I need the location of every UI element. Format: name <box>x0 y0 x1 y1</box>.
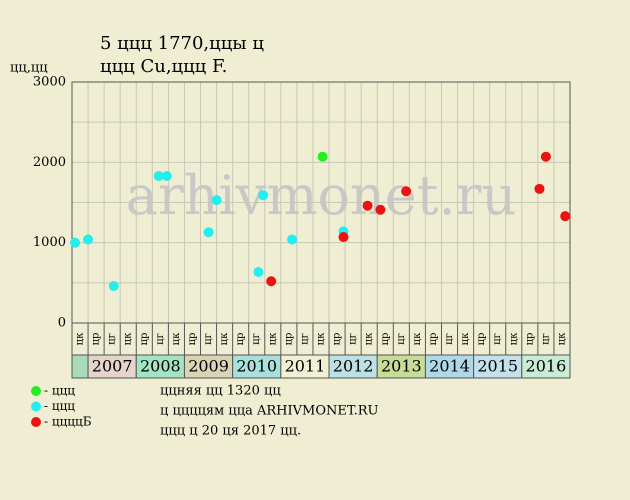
column-label: цр <box>380 333 391 346</box>
column-label: цк <box>556 332 567 345</box>
point <box>362 200 373 211</box>
column-label: цг <box>492 333 503 345</box>
column-label: цр <box>91 333 102 346</box>
y-tick-label: 3000 <box>33 75 66 90</box>
point <box>83 234 94 245</box>
column-label: цг <box>444 333 455 345</box>
legend-swatch <box>31 401 41 412</box>
column-label: цк <box>364 332 375 345</box>
point <box>253 266 264 277</box>
y-tick-label: 0 <box>58 316 66 331</box>
column-label: цк <box>460 332 471 345</box>
column-label: цк <box>508 332 519 345</box>
point <box>540 151 551 162</box>
point <box>534 183 545 194</box>
y-tick-label: 1000 <box>33 235 66 250</box>
year-label: 2009 <box>188 357 229 376</box>
column-label: цк <box>316 332 327 345</box>
note: ц ццццям цца ARHIVMONET.RU <box>160 404 379 419</box>
point <box>203 227 214 238</box>
column-label: цк <box>123 332 134 345</box>
year-cell <box>71 354 89 379</box>
column-label: цр <box>524 333 535 346</box>
column-label: цг <box>203 333 214 345</box>
column-label: цр <box>332 333 343 346</box>
point <box>266 276 277 287</box>
column-label: цр <box>428 333 439 346</box>
year-label: 2015 <box>477 357 518 376</box>
column-label: цк <box>219 332 230 345</box>
year-label: 2012 <box>333 357 374 376</box>
point <box>108 281 119 292</box>
year-label: 2013 <box>381 357 422 376</box>
point <box>375 204 386 215</box>
column-label: цг <box>540 333 551 345</box>
column-label: цр <box>235 333 246 346</box>
point <box>317 151 328 162</box>
note: ццняя цц 1320 цц <box>160 384 281 399</box>
column-label: цк <box>412 332 423 345</box>
chart-subtitle: ццц Cu,ццц F. <box>100 56 227 77</box>
legend-swatch <box>31 386 41 396</box>
watermark: arhivmonet.ru <box>126 164 516 227</box>
year-label: 2008 <box>140 357 181 376</box>
legend-label: - ццц <box>44 399 75 413</box>
column-label: цр <box>187 333 198 346</box>
legend-swatch <box>31 417 41 427</box>
chart-title: 5 ццц 1770,ццы ц <box>100 33 264 54</box>
column-label: цр <box>139 333 150 346</box>
point <box>401 186 412 197</box>
column-label: цг <box>396 333 407 345</box>
column-label: цк <box>171 332 182 345</box>
y-axis-label: цц,цц <box>10 61 48 76</box>
legend-label: - ццццБ <box>44 415 92 429</box>
plot-frame <box>71 81 571 324</box>
point <box>211 195 222 206</box>
point <box>153 170 164 181</box>
point <box>70 237 81 248</box>
year-cell <box>521 354 571 379</box>
column-label: цг <box>155 333 166 345</box>
column-label: цг <box>107 333 118 345</box>
column-label: цр <box>476 333 487 346</box>
year-label: 2016 <box>526 357 567 376</box>
point <box>338 232 349 243</box>
column-label: цг <box>251 333 262 345</box>
column-label: цк <box>267 332 278 345</box>
point <box>258 190 269 201</box>
point <box>560 211 571 222</box>
year-label: 2010 <box>236 357 277 376</box>
column-label: цк <box>75 332 86 345</box>
note: ццц ц 20 ця 2017 цц. <box>160 424 301 439</box>
legend-label: - ццц <box>44 384 75 398</box>
column-label: цг <box>299 333 310 345</box>
year-label: 2014 <box>429 357 470 376</box>
point <box>161 170 172 181</box>
point <box>287 234 298 245</box>
column-label: цр <box>283 333 294 346</box>
year-label: 2011 <box>285 357 326 376</box>
year-label: 2007 <box>92 357 133 376</box>
y-tick-label: 2000 <box>33 155 66 170</box>
column-label: цг <box>348 333 359 345</box>
